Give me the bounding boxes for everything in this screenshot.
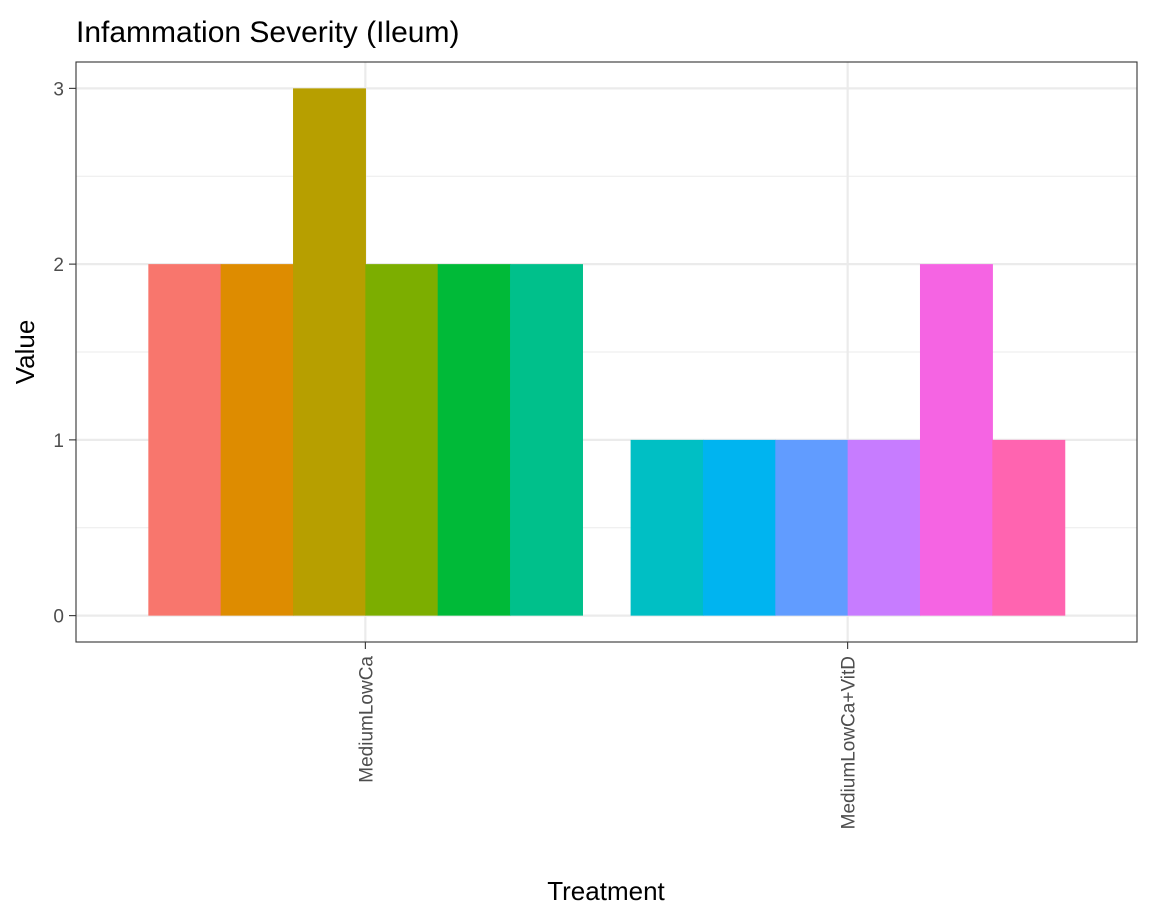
bar [437,264,511,616]
chart-title: Infammation Severity (Ileum) [76,16,459,49]
bar [775,439,849,616]
bar [365,264,439,616]
bar [148,264,222,616]
x-axis: MediumLowCa MediumLowCa+VitD [356,642,860,829]
bar [510,264,583,616]
bars [148,88,1066,616]
bar [702,439,776,616]
bar [293,88,366,616]
y-tick-label: 2 [53,255,64,276]
y-tick-label: 0 [53,607,64,628]
y-axis: 0 1 2 3 [53,79,76,628]
bar [992,439,1066,616]
panel-border [75,61,1138,643]
x-tick-label: MediumLowCa [356,656,377,783]
bar [847,439,921,616]
x-axis-title: Treatment [547,876,665,906]
bar [630,439,704,616]
bar [919,264,993,616]
y-tick-label: 3 [53,79,64,100]
y-tick-label: 1 [53,431,64,452]
x-tick-label: MediumLowCa+VitD [839,656,860,829]
bar [220,264,294,616]
y-axis-title: Value [10,320,40,385]
